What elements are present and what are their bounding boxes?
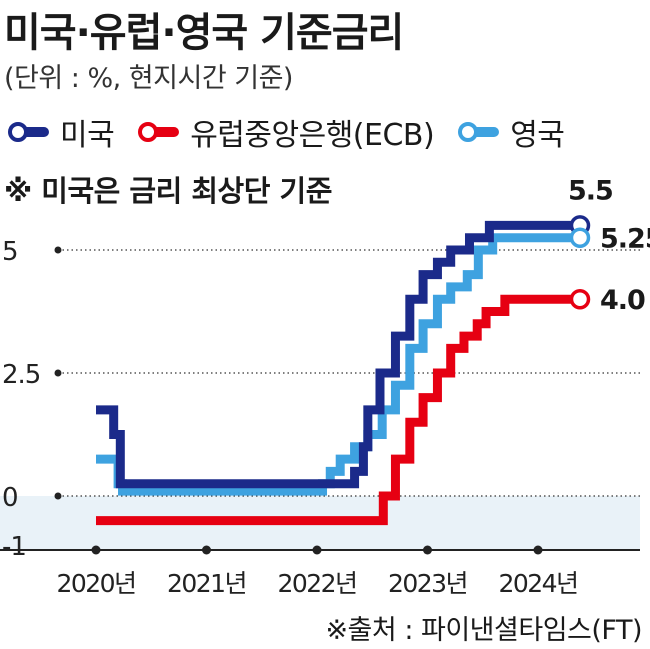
legend-label-uk: 영국 (510, 118, 565, 153)
legend-swatch-uk (456, 120, 502, 144)
page-title: 미국·유럽·영국 기준금리 (4, 10, 404, 56)
gridline-dot (54, 369, 62, 377)
series-line-ecb (96, 294, 580, 526)
end-label-ecb: 4.0 (600, 285, 645, 316)
x-tick-dot (91, 545, 101, 555)
x-tick-dot (533, 545, 543, 555)
legend-label-us: 미국 (60, 118, 115, 153)
legend-swatch-ecb (136, 120, 182, 144)
legend-label-ecb: 유럽중앙은행(ECB) (190, 118, 435, 153)
x-tick-dot (312, 545, 322, 555)
series-line-uk (96, 233, 580, 496)
x-tick-label: 2023년 (388, 569, 467, 598)
unit-note: (단위 : %, 현지시간 기준) (4, 63, 293, 94)
y-tick-label: 2.5 (2, 360, 40, 390)
gridlines (54, 246, 640, 500)
axes: 5 2.5 0 -1 2020년 2021년 2022년 2023년 2024년 (0, 237, 640, 598)
x-tick-dot (202, 545, 211, 555)
end-marker-ecb (569, 288, 591, 310)
end-labels: 5.5 4.0 5.25 (568, 175, 650, 316)
legend: 미국 유럽중앙은행(ECB) 영국 (6, 110, 586, 154)
end-label-us: 5.5 (568, 175, 613, 206)
y-tick-label: 5 (2, 237, 18, 267)
legend-item-uk: 영국 (456, 110, 565, 154)
source-note: ※출처 : 파이낸셜타임스(FT) (325, 615, 642, 646)
end-marker-uk (569, 227, 591, 248)
end-label-uk: 5.25 (600, 224, 650, 255)
gridline-dot (54, 246, 62, 254)
y-tick-label: -1 (2, 532, 26, 562)
x-tick-label: 2020년 (56, 569, 135, 598)
gridline-dot (54, 492, 62, 500)
x-tick-dot (423, 545, 432, 555)
y-tick-label: 0 (2, 483, 18, 513)
legend-swatch-us (6, 120, 52, 144)
chart-note: ※ 미국은 금리 최상단 기준 (4, 174, 332, 208)
legend-item-ecb: 유럽중앙은행(ECB) (136, 110, 435, 154)
x-tick-label: 2024년 (498, 569, 577, 598)
series-line-us (96, 220, 580, 489)
legend-item-us: 미국 (6, 110, 115, 154)
x-tick-label: 2022년 (277, 569, 356, 598)
x-tick-label: 2021년 (167, 569, 246, 598)
series-lines (96, 220, 580, 526)
